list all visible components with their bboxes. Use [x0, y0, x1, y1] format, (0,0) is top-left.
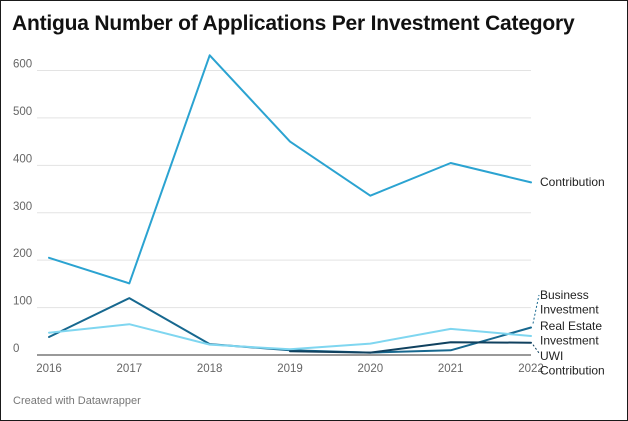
series-label-business-investment: Investment [540, 303, 599, 317]
footer-credit: Created with Datawrapper [13, 395, 141, 407]
series-label-business-investment: Business [540, 288, 589, 302]
x-tick-label: 2016 [36, 363, 62, 375]
series-label-real-estate-investment: Investment [540, 334, 599, 348]
x-tick-label: 2022 [518, 363, 544, 375]
series-line-contribution [48, 54, 532, 285]
x-tick-label: 2018 [197, 363, 223, 375]
series-label-uwi-contribution: UWI [540, 349, 563, 363]
y-tick-label: 100 [13, 296, 32, 308]
y-tick-label: 400 [13, 153, 32, 165]
series-label-uwi-contribution: Contribution [540, 364, 605, 378]
y-tick-label: 200 [13, 248, 32, 260]
series-line-uwi-contribution [289, 341, 532, 354]
x-tick-label: 2017 [117, 363, 143, 375]
y-tick-label: 300 [13, 201, 32, 213]
x-tick-label: 2021 [438, 363, 464, 375]
x-tick-label: 2020 [358, 363, 384, 375]
series-line-real-estate-investment [48, 323, 532, 351]
chart-title: Antigua Number of Applications Per Inves… [12, 12, 575, 35]
leader-line-uwi-contribution [532, 344, 540, 354]
series-label-contribution: Contribution [540, 175, 605, 189]
y-tick-label: 600 [13, 59, 32, 71]
leader-line-business-investment [532, 294, 540, 324]
y-tick-label: 500 [13, 106, 32, 118]
series-label-real-estate-investment: Real Estate [540, 319, 602, 333]
y-tick-label: 0 [13, 343, 19, 355]
x-tick-label: 2019 [277, 363, 303, 375]
